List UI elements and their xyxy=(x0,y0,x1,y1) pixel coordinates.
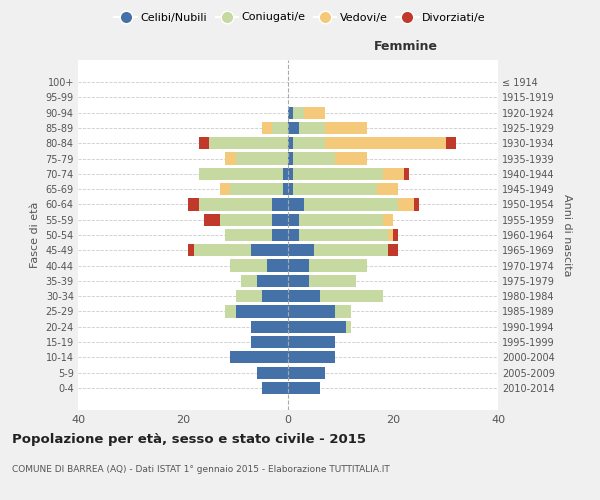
Bar xyxy=(272,198,288,210)
Bar xyxy=(204,214,220,226)
Bar xyxy=(299,214,383,226)
Text: Popolazione per età, sesso e stato civile - 2015: Popolazione per età, sesso e stato civil… xyxy=(12,432,366,446)
Bar xyxy=(293,183,377,195)
Bar xyxy=(398,198,414,210)
Bar xyxy=(251,320,288,333)
Bar xyxy=(220,183,230,195)
Bar xyxy=(293,137,325,149)
Bar xyxy=(314,244,388,256)
Bar xyxy=(262,290,288,302)
Bar xyxy=(283,183,288,195)
Bar xyxy=(388,229,393,241)
Bar xyxy=(377,183,398,195)
Bar xyxy=(225,152,235,164)
Bar xyxy=(288,260,309,272)
Bar xyxy=(288,229,299,241)
Y-axis label: Fasce di età: Fasce di età xyxy=(30,202,40,268)
Bar xyxy=(235,152,288,164)
Bar xyxy=(288,106,293,118)
Bar xyxy=(309,275,356,287)
Bar xyxy=(257,275,288,287)
Bar xyxy=(299,229,388,241)
Bar xyxy=(241,275,257,287)
Bar xyxy=(325,137,445,149)
Bar xyxy=(288,214,299,226)
Bar xyxy=(288,290,320,302)
Bar xyxy=(414,198,419,210)
Bar xyxy=(288,152,293,164)
Bar xyxy=(288,336,335,348)
Bar xyxy=(257,366,288,379)
Bar xyxy=(225,306,235,318)
Bar xyxy=(262,382,288,394)
Bar xyxy=(272,229,288,241)
Bar xyxy=(235,306,288,318)
Bar xyxy=(288,382,320,394)
Bar xyxy=(383,168,404,180)
Text: COMUNE DI BARREA (AQ) - Dati ISTAT 1° gennaio 2015 - Elaborazione TUTTITALIA.IT: COMUNE DI BARREA (AQ) - Dati ISTAT 1° ge… xyxy=(12,466,390,474)
Y-axis label: Anni di nascita: Anni di nascita xyxy=(562,194,572,276)
Bar xyxy=(225,229,272,241)
Bar xyxy=(288,320,346,333)
Bar xyxy=(288,352,335,364)
Bar xyxy=(388,244,398,256)
Bar xyxy=(309,260,367,272)
Bar xyxy=(267,260,288,272)
Bar xyxy=(304,198,398,210)
Bar xyxy=(325,122,367,134)
Text: Femmine: Femmine xyxy=(374,40,437,53)
Bar xyxy=(199,168,283,180)
Bar xyxy=(335,152,367,164)
Bar xyxy=(188,198,199,210)
Bar xyxy=(288,306,335,318)
Bar xyxy=(299,122,325,134)
Bar xyxy=(288,275,309,287)
Bar xyxy=(272,122,288,134)
Bar xyxy=(288,198,304,210)
Bar xyxy=(199,137,209,149)
Bar xyxy=(346,320,351,333)
Bar xyxy=(262,122,272,134)
Bar xyxy=(335,306,351,318)
Bar xyxy=(235,290,262,302)
Bar xyxy=(383,214,393,226)
Bar xyxy=(272,214,288,226)
Bar xyxy=(288,244,314,256)
Bar xyxy=(320,290,383,302)
Bar xyxy=(288,366,325,379)
Bar xyxy=(193,244,251,256)
Bar xyxy=(283,168,288,180)
Bar xyxy=(188,244,193,256)
Bar xyxy=(404,168,409,180)
Bar xyxy=(393,229,398,241)
Bar xyxy=(209,137,288,149)
Bar xyxy=(304,106,325,118)
Bar xyxy=(288,137,293,149)
Bar xyxy=(293,168,383,180)
Bar xyxy=(230,183,283,195)
Bar xyxy=(230,260,267,272)
Bar xyxy=(288,122,299,134)
Bar xyxy=(251,336,288,348)
Bar xyxy=(230,352,288,364)
Bar xyxy=(445,137,456,149)
Bar xyxy=(293,106,304,118)
Bar xyxy=(288,168,293,180)
Legend: Celibi/Nubili, Coniugati/e, Vedovi/e, Divorziati/e: Celibi/Nubili, Coniugati/e, Vedovi/e, Di… xyxy=(110,8,490,27)
Bar xyxy=(199,198,272,210)
Bar xyxy=(251,244,288,256)
Bar xyxy=(220,214,272,226)
Bar xyxy=(293,152,335,164)
Bar xyxy=(288,183,293,195)
